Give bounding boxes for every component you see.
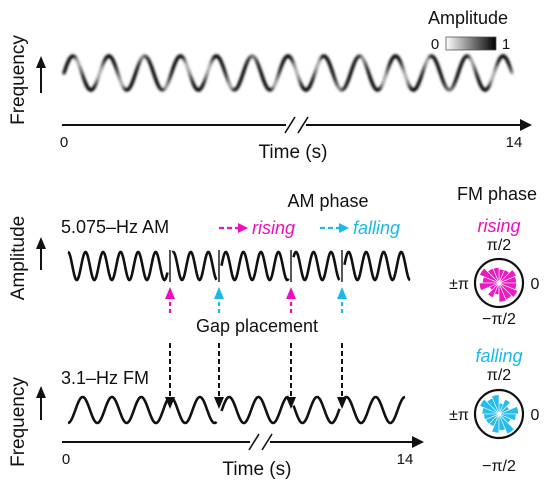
gap-arrow-falling-2-icon xyxy=(337,287,347,313)
spectrogram-panel: Frequency 0 14 Time (s) Amplitude 0 1 xyxy=(8,8,532,163)
falling-polar-circle xyxy=(473,388,525,440)
falling-right-label: 0 xyxy=(531,407,540,424)
polar-bin xyxy=(479,398,500,415)
amplitude-legend: Amplitude 0 1 xyxy=(428,8,510,53)
rising-left-label: ±π xyxy=(449,276,469,293)
gap-down-arrow-2-icon xyxy=(214,343,224,409)
rising-legend-arrow-icon xyxy=(219,223,248,233)
spectrogram-x-start: 0 xyxy=(60,134,68,151)
fm-phase-panel: FM phase rising π/2 ±π 0 −π/2 falling π/… xyxy=(449,184,539,475)
am-modulation-label: 5.075–Hz AM xyxy=(61,217,169,237)
fm-x-start: 0 xyxy=(62,451,70,468)
spectrogram-x-end: 14 xyxy=(506,134,523,151)
gap-placement-label: Gap placement xyxy=(196,316,318,336)
polar-bin xyxy=(491,413,500,434)
polar-bin xyxy=(498,282,519,298)
fm-time-axis xyxy=(62,433,424,451)
gap-down-arrow-3-icon xyxy=(286,343,296,409)
am-panel: Amplitude 5.075–Hz AM AM phase rising fa… xyxy=(8,191,411,313)
polar-bin xyxy=(498,413,517,421)
fm-panel: Frequency 3.1–Hz FM 0 14 Time (s) xyxy=(8,368,424,480)
polar-bin xyxy=(498,398,511,415)
am-rising-label: rising xyxy=(252,218,295,238)
fm-modulation-label: 3.1–Hz FM xyxy=(61,368,149,388)
rising-bottom-label: −π/2 xyxy=(482,311,516,328)
fm-axis-break-left xyxy=(248,433,260,451)
spectrogram-xlabel: Time (s) xyxy=(259,142,328,163)
fm-axis-break-right xyxy=(261,433,273,451)
falling-polar-histogram xyxy=(479,394,519,435)
amplitude-legend-min: 0 xyxy=(431,36,439,53)
polar-bin xyxy=(498,282,517,291)
fm-phase-rising-label: rising xyxy=(477,216,520,236)
spectrogram-up-arrow-icon xyxy=(36,56,46,93)
fm-xlabel: Time (s) xyxy=(223,459,292,480)
fm-ylabel: Frequency xyxy=(8,377,29,467)
falling-legend-arrow-icon xyxy=(320,223,349,233)
spectrogram-trace xyxy=(62,54,514,92)
falling-bottom-label: −π/2 xyxy=(482,458,516,475)
axis-break-left xyxy=(284,116,296,134)
polar-bin xyxy=(481,407,500,415)
gap-arrow-rising-1-icon xyxy=(165,287,175,313)
polar-bin xyxy=(498,269,517,284)
polar-bin xyxy=(498,269,510,284)
fm-phase-falling-label: falling xyxy=(475,346,522,366)
am-wave-path xyxy=(67,250,411,282)
falling-top-label: π/2 xyxy=(487,367,511,384)
polar-bin xyxy=(485,413,500,425)
spectrogram-ylabel: Frequency xyxy=(8,35,29,125)
fm-wave-path xyxy=(67,395,406,425)
rising-polar-histogram xyxy=(478,267,519,303)
gap-down-arrow-4-icon xyxy=(337,343,347,409)
rising-polar-circle xyxy=(473,257,525,309)
rising-right-label: 0 xyxy=(531,276,540,293)
fm-x-end: 14 xyxy=(397,451,414,468)
am-phase-title: AM phase xyxy=(287,191,368,211)
falling-left-label: ±π xyxy=(449,407,469,424)
am-up-arrow-icon xyxy=(36,237,46,270)
am-ylabel: Amplitude xyxy=(8,216,29,301)
fm-waveform xyxy=(67,395,406,425)
gap-arrow-falling-1-icon xyxy=(214,287,224,313)
spectrogram-time-axis xyxy=(62,116,532,134)
rising-top-label: π/2 xyxy=(487,237,511,254)
gap-arrow-rising-2-icon xyxy=(286,287,296,313)
am-falling-label: falling xyxy=(353,218,400,238)
fm-phase-title: FM phase xyxy=(457,184,537,204)
amplitude-legend-title: Amplitude xyxy=(428,8,508,28)
polar-bin xyxy=(487,282,500,299)
am-waveform xyxy=(67,250,411,282)
amplitude-colorbar xyxy=(445,36,497,51)
polar-bin xyxy=(479,267,500,284)
polar-bin xyxy=(498,413,515,435)
amplitude-legend-max: 1 xyxy=(502,36,510,53)
axis-break-right xyxy=(297,116,309,134)
fm-up-arrow-icon xyxy=(36,386,46,420)
